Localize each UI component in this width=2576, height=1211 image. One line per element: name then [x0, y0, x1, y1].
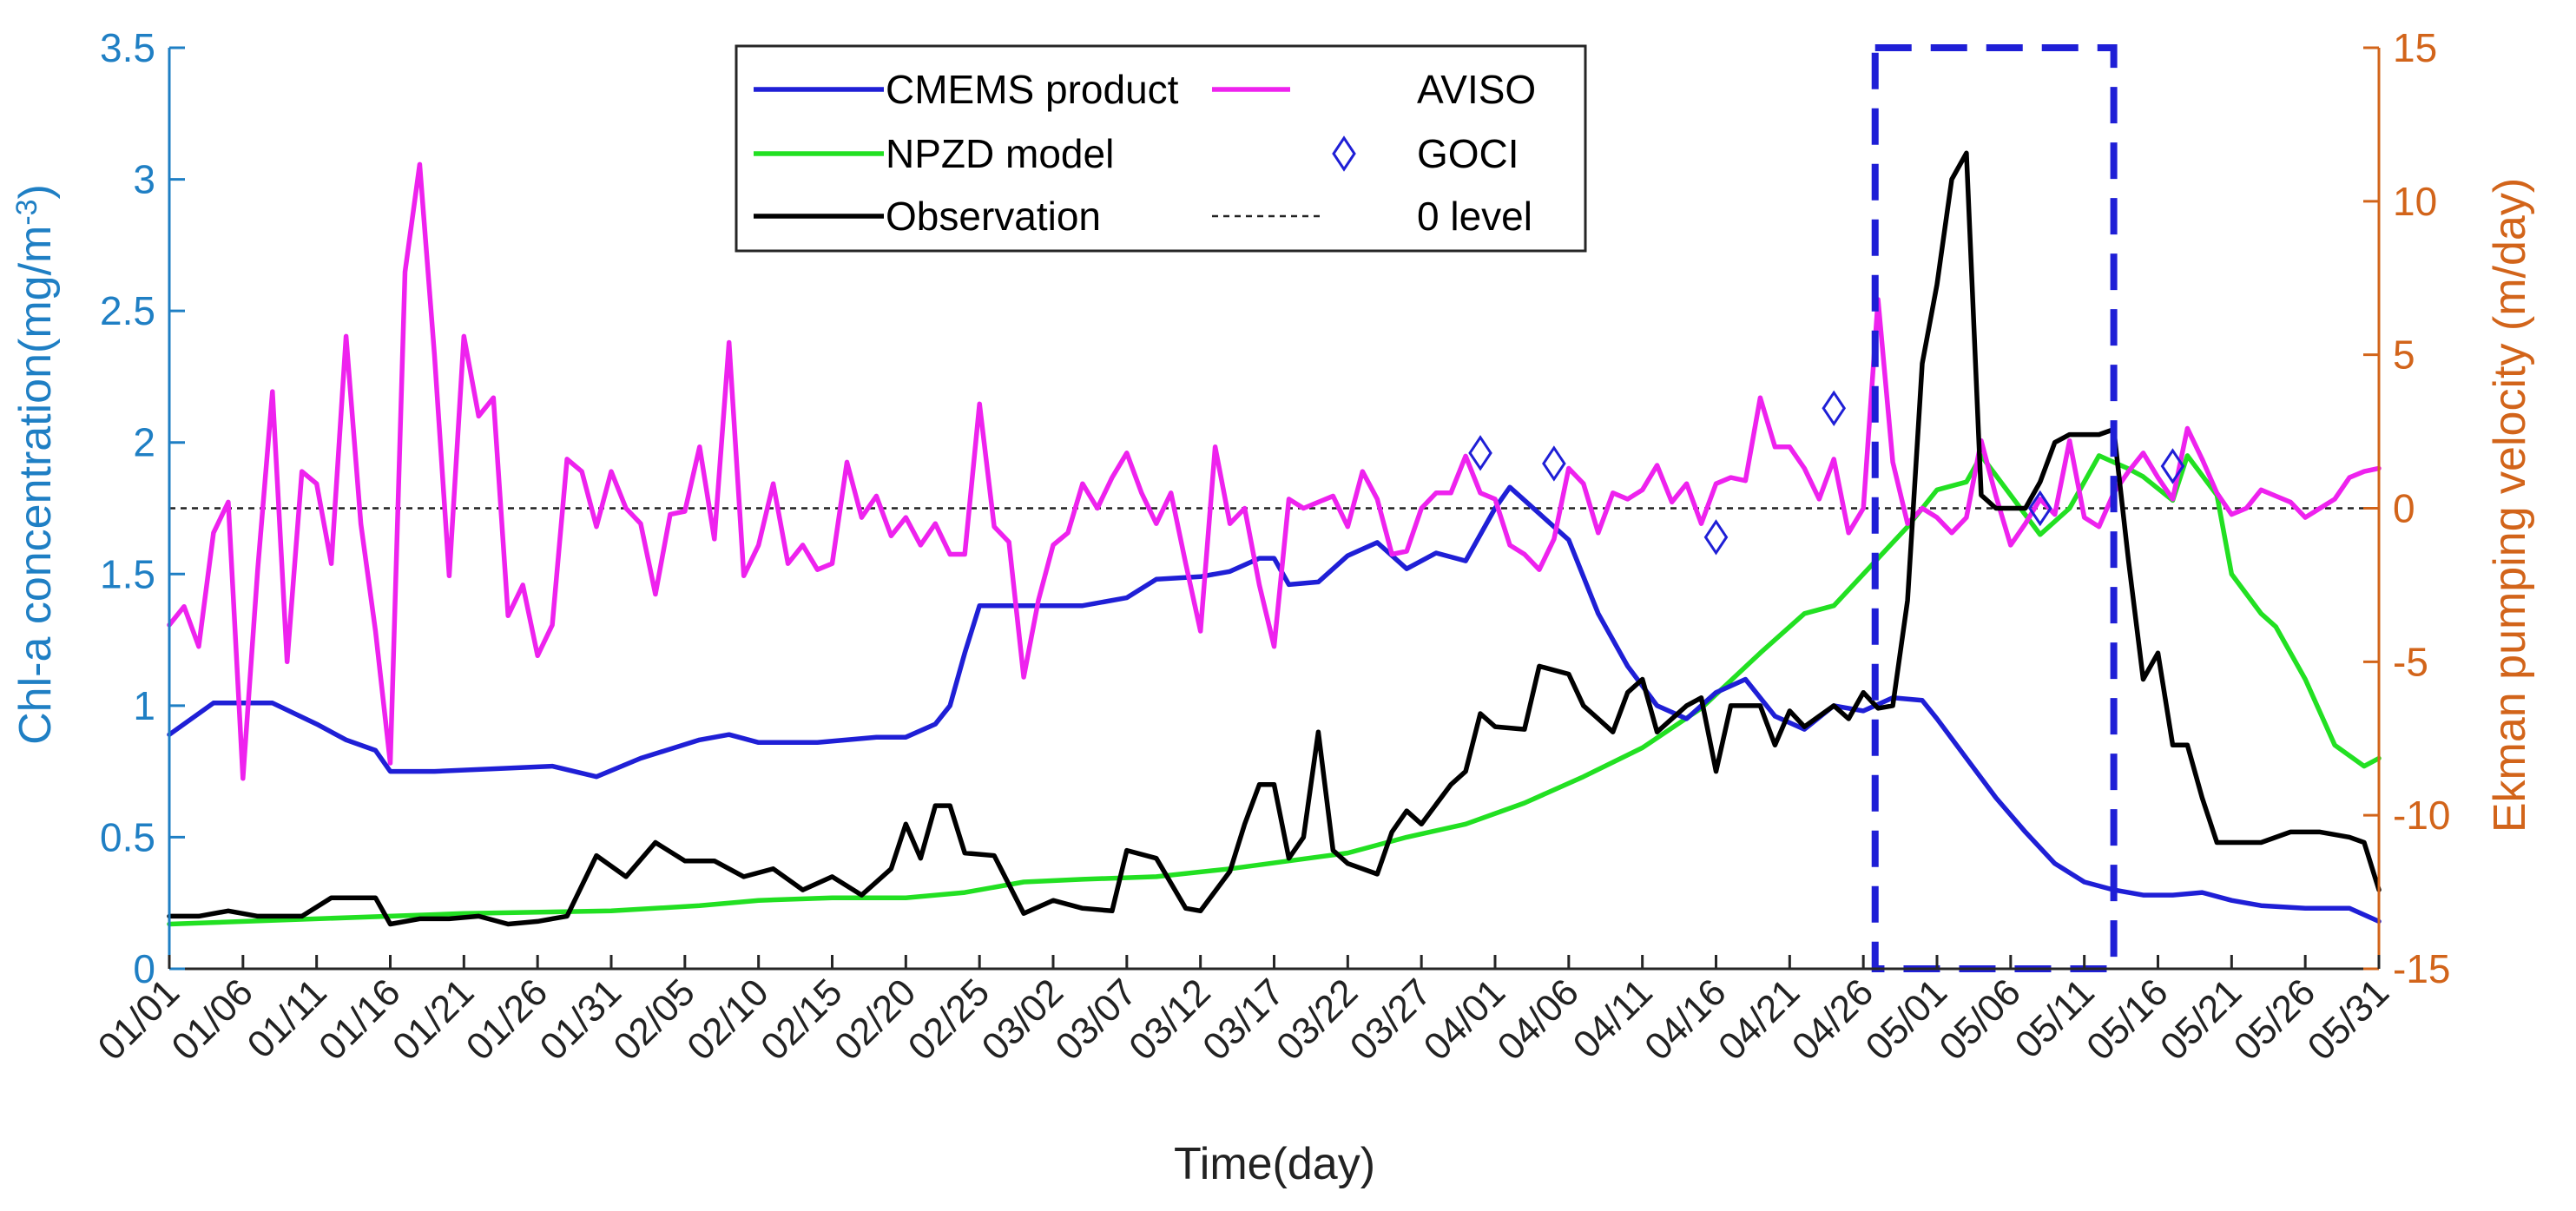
- left-tick-label: 1: [133, 683, 155, 728]
- goci-point-5: [2027, 490, 2052, 527]
- legend-label-zero_level: 0 level: [1417, 194, 1532, 239]
- legend-entry-zero_level: 0 level: [1212, 194, 1532, 239]
- x-tick-label: 01/31: [532, 971, 630, 1069]
- legend-entry-aviso: AVISO: [1212, 67, 1536, 112]
- legend-label-npzd: NPZD model: [886, 131, 1114, 176]
- x-tick-label: 02/20: [827, 971, 925, 1069]
- goci-point-4: [1822, 390, 1847, 427]
- x-tick-label: 05/31: [2300, 971, 2398, 1069]
- x-tick-label: 02/15: [753, 971, 851, 1069]
- x-tick-label: 03/07: [1047, 971, 1145, 1069]
- x-tick-label: 05/11: [2007, 971, 2103, 1066]
- left-tick-label: 2: [133, 420, 155, 465]
- series-line-cmems: [167, 484, 2382, 925]
- x-tick-label: 04/01: [1416, 971, 1514, 1069]
- series-line-observation: [167, 150, 2382, 927]
- right-tick-label: 15: [2393, 25, 2437, 70]
- x-tick-label: 05/26: [2226, 971, 2324, 1069]
- left-tick-label: 0: [133, 946, 155, 991]
- left-tick-label: 0.5: [100, 814, 155, 859]
- legend-entry-cmems: CMEMS product: [754, 67, 1179, 112]
- x-tick-label: 01/21: [385, 971, 483, 1069]
- x-tick-label: 03/27: [1342, 971, 1440, 1069]
- right-axis-title: Ekman pumping velocity (m/day): [2485, 178, 2535, 833]
- x-tick-label: 04/06: [1489, 971, 1587, 1069]
- left-axis-title: Chl-a concentration(mg/m-3): [10, 184, 61, 745]
- left-tick-label: 1.5: [100, 551, 155, 596]
- x-tick-label: 02/10: [679, 971, 777, 1069]
- x-tick-label: 02/25: [900, 971, 998, 1069]
- series-layer: [167, 44, 2382, 972]
- x-tick-label: 04/26: [1784, 971, 1882, 1069]
- right-tick-label: -5: [2393, 639, 2428, 684]
- x-tick-label: 03/02: [974, 971, 1072, 1069]
- x-tick-label: 01/11: [240, 971, 335, 1066]
- right-tick-label: 5: [2393, 332, 2415, 378]
- left-axis-title-end: ): [10, 184, 61, 199]
- x-axis-title: Time(day): [1174, 1139, 1375, 1189]
- left-tick-label: 3: [133, 157, 155, 202]
- legend-label-cmems: CMEMS product: [886, 67, 1179, 112]
- legend: CMEMS product AVISO NPZD model GOCI Observat…: [735, 44, 1587, 253]
- x-tick-label: 05/16: [2079, 971, 2177, 1069]
- legend-entry-goci: GOCI: [1332, 131, 1519, 176]
- right-tick-label: 10: [2393, 179, 2437, 224]
- left-axis-title-base: Chl-a concentration(mg/m: [10, 226, 61, 745]
- x-tick-label: 03/12: [1121, 971, 1219, 1069]
- left-tick-label: 3.5: [100, 25, 155, 70]
- legend-swatch-goci: [1332, 135, 1356, 172]
- left-axis-title-sup: -3: [10, 199, 43, 225]
- x-tick-label: 04/16: [1637, 971, 1735, 1069]
- goci-point-2: [1542, 445, 1566, 482]
- goci-point-1: [1468, 435, 1492, 471]
- x-tick-label: 04/11: [1565, 971, 1661, 1066]
- x-tick-label: 03/17: [1195, 971, 1293, 1069]
- series-line-npzd: [167, 453, 2382, 927]
- x-tick-label: 05/21: [2152, 971, 2250, 1069]
- goci-point-6: [2160, 448, 2185, 484]
- left-tick-label: 2.5: [100, 288, 155, 333]
- x-tick-label: 05/06: [1931, 971, 2029, 1069]
- x-tick-label: 05/01: [1858, 971, 1956, 1069]
- legend-label-goci: GOCI: [1417, 131, 1519, 176]
- x-tick-label: 04/21: [1710, 971, 1808, 1069]
- x-tick-label: 02/05: [605, 971, 703, 1069]
- right-tick-label: 0: [2393, 486, 2415, 531]
- legend-entry-observation: Observation: [754, 194, 1101, 239]
- right-tick-label: -15: [2393, 946, 2450, 991]
- x-tick-label: 01/16: [311, 971, 409, 1069]
- goci-point-3: [1703, 519, 1729, 556]
- x-tick-label: 03/22: [1268, 971, 1367, 1069]
- series-line-aviso: [167, 161, 2382, 781]
- x-tick-label: 01/06: [163, 971, 261, 1069]
- legend-entry-npzd: NPZD model: [754, 131, 1114, 176]
- right-tick-label: -10: [2393, 793, 2450, 838]
- x-tick-label: 01/26: [458, 971, 557, 1069]
- legend-label-observation: Observation: [886, 194, 1101, 239]
- legend-label-aviso: AVISO: [1417, 67, 1536, 112]
